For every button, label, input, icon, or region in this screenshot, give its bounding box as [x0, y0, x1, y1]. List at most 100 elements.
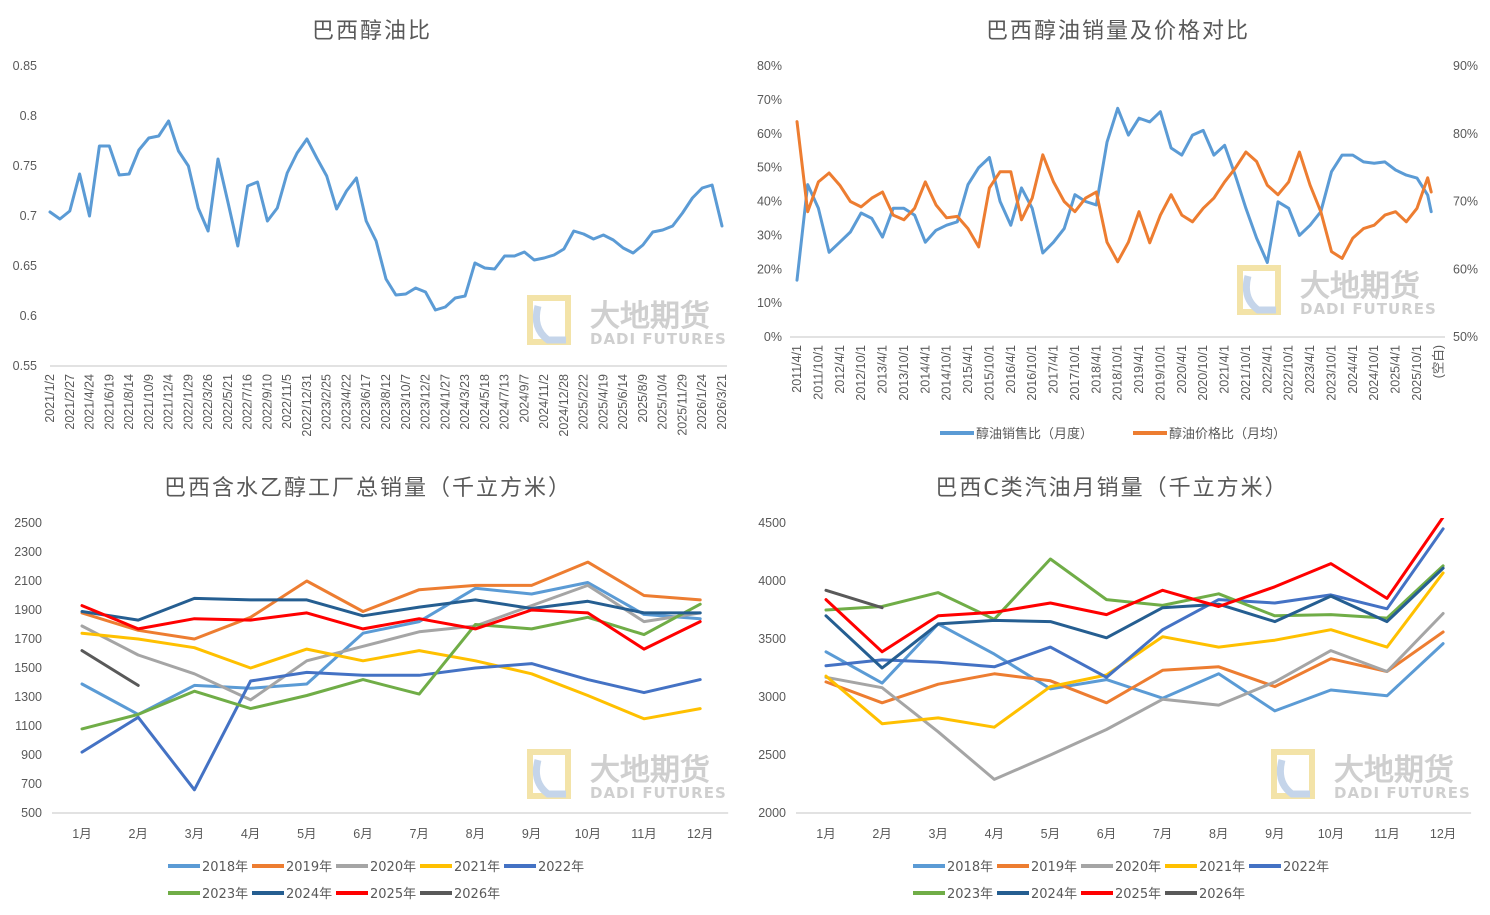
legend-item: 2022年 — [1249, 860, 1329, 875]
x-tick-label: 2022/1/29 — [181, 374, 195, 430]
y-left-tick-label: 60% — [757, 127, 782, 141]
legend-label: 2020年 — [370, 860, 416, 875]
chart-title-gasoline-c: 巴西C类汽油月销量（千立方米） — [935, 476, 1288, 501]
series-line-2024年 — [80, 596, 702, 622]
x-tick-label: 2022/4/1 — [1260, 345, 1274, 394]
watermark-en: DADI FUTURES — [590, 784, 727, 802]
x-tick-label: 2018/10/1 — [1111, 345, 1125, 401]
y-left-tick-label: 70% — [757, 93, 782, 107]
y-right-tick-label: 80% — [1453, 127, 1478, 141]
x-tick-label: 2019/10/1 — [1153, 345, 1167, 401]
x-tick-label: 2016/4/1 — [1004, 345, 1018, 394]
x-tick-label: 10月 — [575, 827, 601, 841]
legend-item: 2018年 — [913, 860, 993, 875]
x-tick-label: 2023/8/12 — [379, 374, 393, 430]
y-right-tick-label: 70% — [1453, 195, 1478, 209]
watermark-cn: 大地期货 — [590, 753, 710, 788]
x-tick-label: 2019/4/1 — [1132, 345, 1146, 394]
series-line-2018年 — [80, 581, 702, 716]
y-left-tick-label: 80% — [757, 59, 782, 73]
x-tick-label: 2024/10/1 — [1367, 345, 1381, 401]
x-tick-label: 2025/4/1 — [1389, 345, 1403, 394]
x-tick-label: 12月 — [687, 827, 713, 841]
x-tick-label: 2026/3/21 — [715, 374, 729, 430]
y-tick-label: 0.75 — [13, 159, 37, 173]
x-tick-label: 2013/4/1 — [876, 345, 890, 394]
legend-item: 2021年 — [1165, 860, 1245, 875]
x-tick-label: 2022/10/1 — [1282, 345, 1296, 401]
x-tick-label: 3月 — [185, 827, 204, 841]
y-tick-label: 700 — [21, 777, 42, 791]
x-tick-label: 10月 — [1318, 827, 1344, 841]
legend-item: 2024年 — [252, 887, 332, 902]
series-line-2025年 — [824, 518, 1445, 654]
x-tick-label: 2月 — [872, 827, 891, 841]
legend-label: 2022年 — [538, 860, 584, 875]
x-tick-label: 2024/11/2 — [537, 374, 551, 429]
y-tick-label: 0.85 — [13, 59, 37, 73]
y-tick-label: 1700 — [14, 632, 42, 646]
x-tick-label: 2024/12/28 — [557, 374, 571, 437]
x-tick-label: (空白) — [1430, 345, 1445, 378]
x-tick-label: 2022/3/26 — [201, 374, 215, 430]
y-tick-label: 3500 — [758, 632, 786, 646]
y-left-tick-label: 30% — [757, 228, 782, 242]
x-tick-label: 4月 — [985, 827, 1004, 841]
y-tick-label: 0.55 — [13, 359, 37, 373]
x-tick-label: 2011/4/1 — [790, 345, 804, 393]
x-tick-label: 5月 — [297, 827, 316, 841]
x-tick-label: 2021/2/27 — [63, 374, 77, 430]
series-line-2019年 — [80, 560, 702, 641]
x-tick-label: 2023/4/1 — [1303, 345, 1317, 394]
y-tick-label: 4000 — [758, 574, 786, 588]
x-tick-label: 2021/1/2 — [43, 374, 57, 423]
legend-item: 2022年 — [504, 860, 584, 875]
y-tick-label: 2500 — [14, 516, 42, 530]
legend-label: 2019年 — [1031, 860, 1077, 875]
legend-item: 2023年 — [168, 887, 248, 902]
legend-label: 2021年 — [1199, 860, 1245, 875]
legend-label: 2022年 — [1283, 860, 1329, 875]
legend-item: 醇油销售比（月度） — [940, 426, 1093, 442]
legend-label: 2018年 — [202, 860, 248, 875]
watermark-logo-swoosh-icon — [532, 759, 566, 798]
legend-label: 2023年 — [202, 887, 248, 902]
x-tick-label: 2023/2/25 — [320, 374, 334, 430]
series-line-2022年 — [80, 662, 702, 792]
series-line-2026年 — [824, 588, 884, 610]
x-tick-label: 2025/6/14 — [616, 374, 630, 430]
x-tick-label: 8月 — [1209, 827, 1228, 841]
legend-item: 2024年 — [997, 887, 1077, 902]
y-left-tick-label: 40% — [757, 195, 782, 209]
y-tick-label: 1300 — [14, 690, 42, 704]
x-tick-label: 2024/1/27 — [438, 374, 452, 430]
x-tick-label: 2024/7/13 — [498, 374, 512, 430]
x-tick-label: 9月 — [1265, 827, 1284, 841]
series-line-2025年 — [80, 604, 702, 651]
legend-item: 醇油价格比（月均） — [1133, 426, 1286, 442]
x-tick-label: 2018/4/1 — [1089, 345, 1103, 394]
watermark-logo-swoosh-icon — [1242, 275, 1276, 314]
x-tick-label: 2025/10/4 — [656, 374, 670, 430]
x-tick-label: 2025/2/22 — [577, 374, 591, 430]
watermark-en: DADI FUTURES — [590, 330, 727, 348]
series-line-ratio — [48, 119, 724, 312]
legend-label: 2025年 — [1115, 887, 1161, 902]
y-tick-label: 500 — [21, 806, 42, 820]
y-tick-label: 3000 — [758, 690, 786, 704]
y-tick-label: 4500 — [758, 516, 786, 530]
x-tick-label: 2021/8/14 — [122, 374, 136, 430]
chart-title-hydrous-ethanol: 巴西含水乙醇工厂总销量（千立方米） — [164, 476, 572, 501]
x-tick-label: 2023/6/17 — [359, 374, 373, 430]
x-tick-label: 2012/4/1 — [833, 345, 847, 394]
x-tick-label: 2025/11/29 — [675, 374, 689, 436]
x-tick-label: 6月 — [353, 827, 372, 841]
y-right-tick-label: 90% — [1453, 59, 1478, 73]
x-tick-label: 2022/9/10 — [260, 374, 274, 430]
legend-item: 2025年 — [1081, 887, 1161, 902]
y-left-tick-label: 20% — [757, 262, 782, 276]
x-tick-label: 11月 — [1374, 827, 1399, 841]
